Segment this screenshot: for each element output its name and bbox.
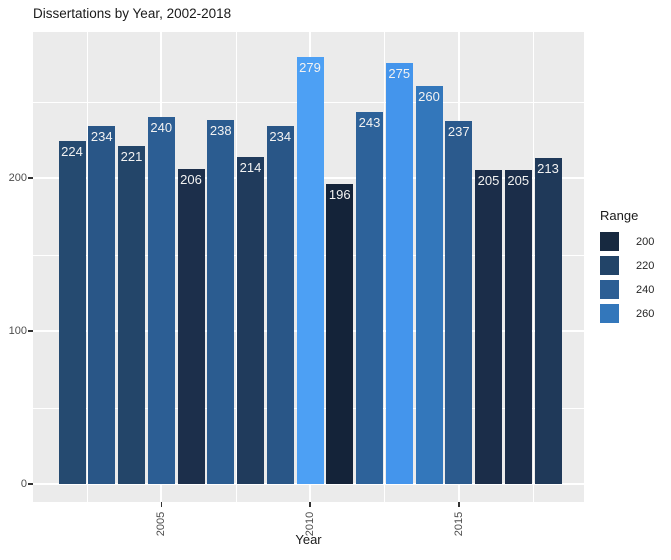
- bar-value-label: 243: [358, 115, 381, 131]
- bar-2006: [177, 168, 205, 484]
- legend-label: 240: [636, 283, 655, 296]
- y-major-gridline: [33, 483, 584, 485]
- chart-title: Dissertations by Year, 2002-2018: [33, 6, 232, 21]
- bar-2017: [504, 170, 532, 484]
- bar-value-label: 238: [209, 122, 232, 138]
- legend-label: 200: [636, 235, 655, 248]
- bar-value-label: 260: [418, 89, 440, 105]
- bar-2015: [445, 121, 473, 484]
- bar-2009: [266, 125, 294, 484]
- bar-2002: [58, 141, 86, 484]
- y-tick-mark: [28, 330, 33, 332]
- bar-2011: [326, 184, 354, 484]
- legend-swatch: [600, 304, 619, 323]
- bar-value-label: 237: [447, 124, 470, 140]
- bar-2008: [237, 156, 264, 484]
- bar-value-label: 213: [537, 161, 559, 177]
- legend-title: Range: [600, 208, 639, 223]
- bar-2014: [415, 86, 443, 484]
- x-axis-title: Year: [295, 532, 322, 547]
- legend-swatch: [600, 232, 619, 251]
- x-minor-gridline: [533, 32, 535, 502]
- bar-value-label: 224: [61, 144, 83, 160]
- x-tick-label: 2015: [452, 511, 465, 537]
- bar-value-label: 234: [90, 128, 113, 144]
- bar-value-label: 234: [269, 128, 292, 144]
- y-tick-mark: [28, 483, 33, 485]
- bar-value-label: 240: [150, 119, 173, 135]
- bar-value-label: 205: [507, 173, 530, 189]
- plot-panel: 224 234 221 240 206 238 214 234 279 196 243 275 260 2…: [33, 32, 584, 502]
- y-tick-mark: [28, 177, 33, 179]
- bar-value-label: 206: [180, 171, 202, 187]
- bar-value-label: 214: [239, 159, 262, 175]
- x-minor-gridline: [384, 32, 386, 502]
- bar-2007: [207, 119, 235, 484]
- bar-2004: [118, 145, 145, 484]
- y-tick-label: 0: [20, 478, 27, 490]
- x-minor-gridline: [86, 32, 88, 502]
- x-tick-mark: [309, 502, 311, 507]
- x-tick-mark: [458, 502, 460, 507]
- legend-swatch: [600, 256, 619, 275]
- bar-value-label: 205: [477, 173, 500, 189]
- legend-items: 200 220 240 260: [600, 232, 670, 323]
- legend-item: 220: [600, 256, 670, 275]
- bar-value-label: 279: [299, 60, 321, 76]
- bar-2013: [385, 63, 413, 484]
- x-minor-gridline: [235, 32, 237, 502]
- legend-item: 260: [600, 304, 670, 323]
- bar-2010: [296, 57, 324, 484]
- legend-swatch: [600, 280, 619, 299]
- bar-2018: [534, 158, 562, 484]
- legend-label: 220: [636, 259, 655, 272]
- bar-2016: [475, 170, 502, 484]
- bar-2012: [356, 112, 383, 484]
- y-tick-label: 100: [8, 325, 27, 337]
- bar-value-label: 275: [388, 66, 411, 82]
- legend-item: 240: [600, 280, 670, 299]
- bar-2005: [147, 116, 175, 484]
- x-tick-label: 2005: [155, 511, 168, 537]
- bar-value-label: 221: [120, 148, 143, 164]
- legend-label: 260: [636, 307, 655, 320]
- bar-2003: [88, 125, 116, 484]
- legend: Range 200 220 240 260: [600, 208, 670, 328]
- y-tick-label: 200: [8, 172, 27, 184]
- legend-item: 200: [600, 232, 670, 251]
- x-tick-mark: [160, 502, 162, 507]
- bar-value-label: 196: [328, 187, 351, 203]
